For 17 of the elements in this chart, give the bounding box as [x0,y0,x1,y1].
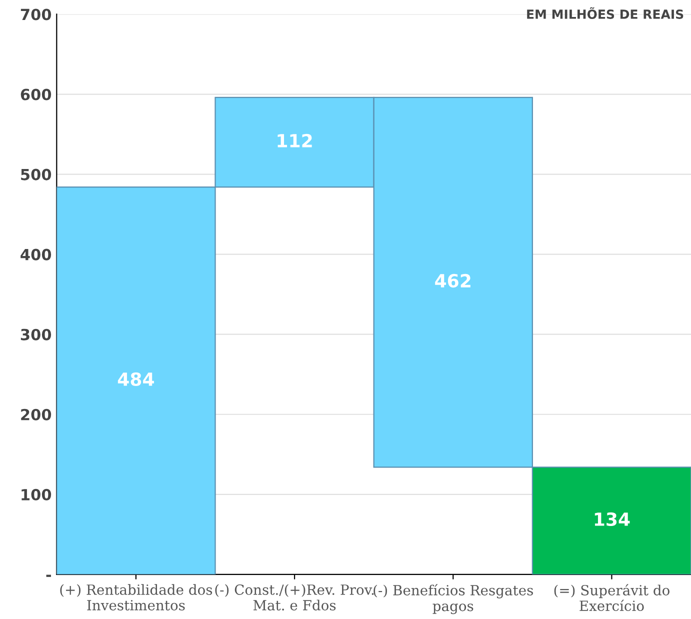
y-tick-label: 500 [21,168,52,180]
y-tick-label: 100 [22,488,52,500]
x-tick-label: (+) Rentabilidade dos Investimentos [60,584,212,610]
annotation: EM MILHÕES DE REAIS [527,7,684,19]
data-label: 112 [278,134,312,148]
y-tick-label: - [46,574,51,577]
data-label: 484 [118,372,154,386]
x-tick-label: (-) Benefícios Resgates pagos [374,584,533,614]
y-tick-label: 600 [20,88,52,100]
x-tick-label: (=) Superávit do Exercício [554,584,670,612]
y-tick-label: 400 [20,248,52,260]
y-tick-label: 700 [20,8,52,20]
y-tick-label: 200 [21,408,52,420]
y-tick-label: 300 [20,328,52,340]
data-label: 462 [435,274,470,288]
x-tick-label: (-) Const./(+)Rev. Prov. Mat. e Fdos [215,584,374,610]
data-label: 134 [594,512,630,526]
